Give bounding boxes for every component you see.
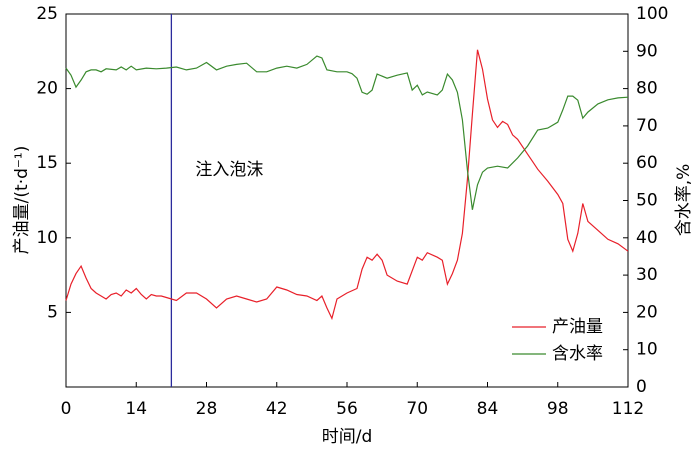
x-tick-label: 98 [547,399,569,419]
legend-label: 含水率 [552,344,603,364]
x-tick-label: 0 [61,399,72,419]
y2-axis-label: 含水率,% [674,164,694,237]
x-tick-label: 56 [336,399,358,419]
y2-tick-label: 70 [636,116,658,136]
x-tick-label: 28 [196,399,218,419]
y2-tick-label: 20 [636,302,658,322]
x-axis-label: 时间/d [322,427,373,447]
series-line [65,55,629,210]
y-tick-label: 15 [36,153,58,173]
y-tick-label: 20 [36,79,58,99]
x-tick-label: 14 [125,399,147,419]
annotation-text: 注入泡沫 [195,160,263,180]
legend-label: 产油量 [552,317,603,337]
y-tick-label: 5 [47,302,58,322]
x-tick-label: 112 [612,399,644,419]
y2-tick-label: 100 [636,4,668,24]
y2-tick-label: 50 [636,191,658,211]
y2-tick-label: 0 [636,377,647,397]
plot-frame [65,13,629,388]
y-tick-label: 10 [36,228,58,248]
y-axis-label: 产油量/(t·d⁻¹) [12,146,32,255]
x-tick-label: 70 [406,399,428,419]
series-line [65,49,629,321]
y2-tick-label: 10 [636,340,658,360]
y2-tick-label: 80 [636,79,658,99]
x-tick-label: 42 [266,399,288,419]
y-tick-label: 25 [36,4,58,24]
x-tick-label: 84 [477,399,499,419]
y2-tick-label: 40 [636,228,658,248]
y2-tick-label: 30 [636,265,658,285]
y2-tick-label: 90 [636,41,658,61]
y2-tick-label: 60 [636,153,658,173]
